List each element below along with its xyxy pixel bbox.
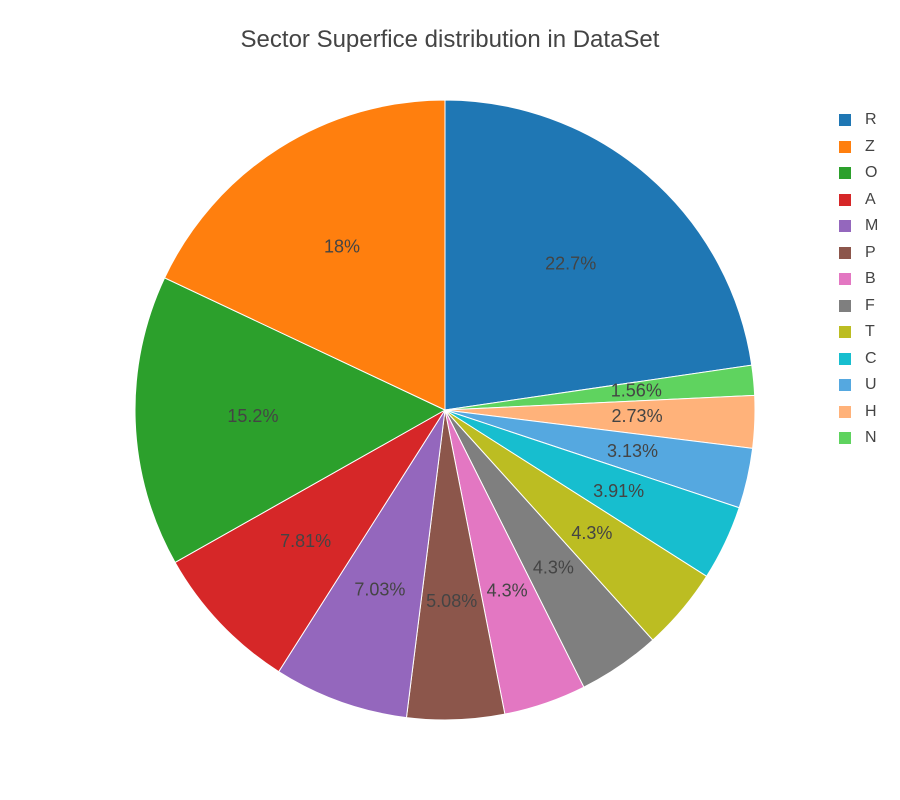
slice-label-o: 15.2% [227, 406, 278, 426]
legend-item-a[interactable]: A [836, 187, 896, 214]
legend-label: R [865, 111, 877, 129]
legend-label: B [865, 270, 876, 288]
legend-label: P [865, 243, 876, 261]
slice-label-r: 22.7% [545, 253, 596, 273]
legend-label: O [865, 164, 878, 182]
legend-item-o[interactable]: O [836, 160, 896, 187]
legend-swatch [839, 114, 851, 127]
legend-label: F [865, 296, 875, 314]
slice-label-n: 1.56% [611, 380, 662, 400]
legend-swatch [839, 140, 851, 153]
legend-label: N [865, 429, 877, 447]
legend-item-t[interactable]: T [836, 319, 896, 346]
legend-swatch [839, 432, 851, 445]
legend-label: T [865, 323, 875, 341]
slice-label-p: 5.08% [426, 591, 477, 611]
legend-swatch [839, 246, 851, 259]
legend-label: A [865, 190, 876, 208]
slice-label-f: 4.3% [533, 557, 574, 577]
pie-slice-z[interactable] [163, 99, 446, 411]
legend-swatch [839, 299, 851, 312]
legend-item-b[interactable]: B [836, 266, 896, 293]
chart-title: Sector Superfice distribution in DataSet [240, 26, 660, 53]
pie-slice-r[interactable] [444, 99, 753, 411]
slice-label-a: 7.81% [280, 531, 331, 551]
slice-label-u: 3.13% [607, 441, 658, 461]
legend-swatch [839, 352, 851, 365]
legend-label: H [865, 402, 877, 420]
legend-item-u[interactable]: U [836, 372, 896, 399]
legend-swatch [839, 273, 851, 286]
legend-swatch [839, 379, 851, 392]
legend-item-p[interactable]: P [836, 240, 896, 267]
legend-swatch [839, 193, 851, 206]
legend-swatch [839, 167, 851, 180]
slice-label-b: 4.3% [487, 581, 528, 601]
legend-item-r[interactable]: R [836, 107, 896, 134]
legend-label: M [865, 217, 879, 235]
legend-label: Z [865, 137, 875, 155]
legend-swatch [839, 326, 851, 339]
legend-swatch [839, 405, 851, 418]
legend-item-z[interactable]: Z [836, 134, 896, 161]
legend-item-m[interactable]: M [836, 213, 896, 240]
legend-item-f[interactable]: F [836, 293, 896, 320]
legend-label: U [865, 376, 877, 394]
legend-item-n[interactable]: N [836, 425, 896, 452]
slice-label-z: 18% [324, 236, 360, 256]
pie-slice-a[interactable] [174, 409, 446, 673]
legend-item-c[interactable]: C [836, 346, 896, 373]
pie-slice-o[interactable] [134, 277, 447, 564]
slice-label-c: 3.91% [593, 481, 644, 501]
pie-slice-m[interactable] [278, 409, 446, 719]
slice-label-h: 2.73% [612, 406, 663, 426]
legend-swatch [839, 220, 851, 233]
legend-label: C [865, 349, 877, 367]
legend-item-h[interactable]: H [836, 399, 896, 426]
slice-label-t: 4.3% [571, 523, 612, 543]
slice-label-m: 7.03% [354, 580, 405, 600]
